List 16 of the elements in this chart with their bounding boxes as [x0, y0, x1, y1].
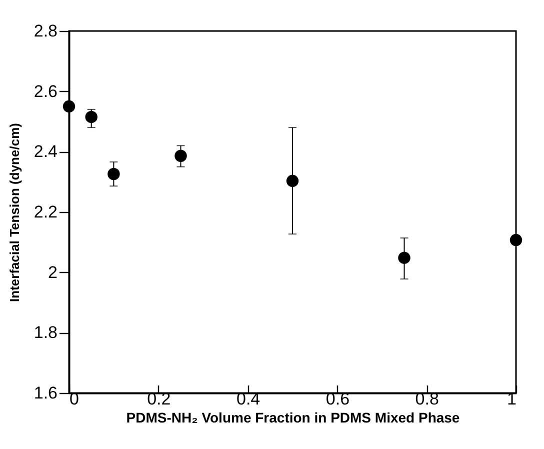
y-tick-label: 2.8: [34, 22, 58, 40]
y-tick-label: 2.2: [34, 202, 58, 222]
point: [62, 100, 76, 113]
point: [398, 252, 410, 264]
y-tick-label: 1.8: [34, 323, 58, 342]
x-axis-title: PDMS-NH₂ Volume Fraction in PDMS Mixed Phase: [126, 410, 460, 426]
point: [108, 168, 120, 180]
y-tick-label: 2.4: [34, 142, 58, 162]
point: [85, 110, 98, 124]
y-tick-label: 1.6: [34, 384, 58, 402]
y-axis-title: Interfacial Tension (dyne/cm): [6, 123, 22, 302]
y-tick-label: 2: [48, 262, 58, 282]
point: [510, 234, 522, 246]
y-tick-label: 2.6: [34, 82, 58, 101]
point: [174, 150, 187, 162]
point: [286, 174, 299, 188]
